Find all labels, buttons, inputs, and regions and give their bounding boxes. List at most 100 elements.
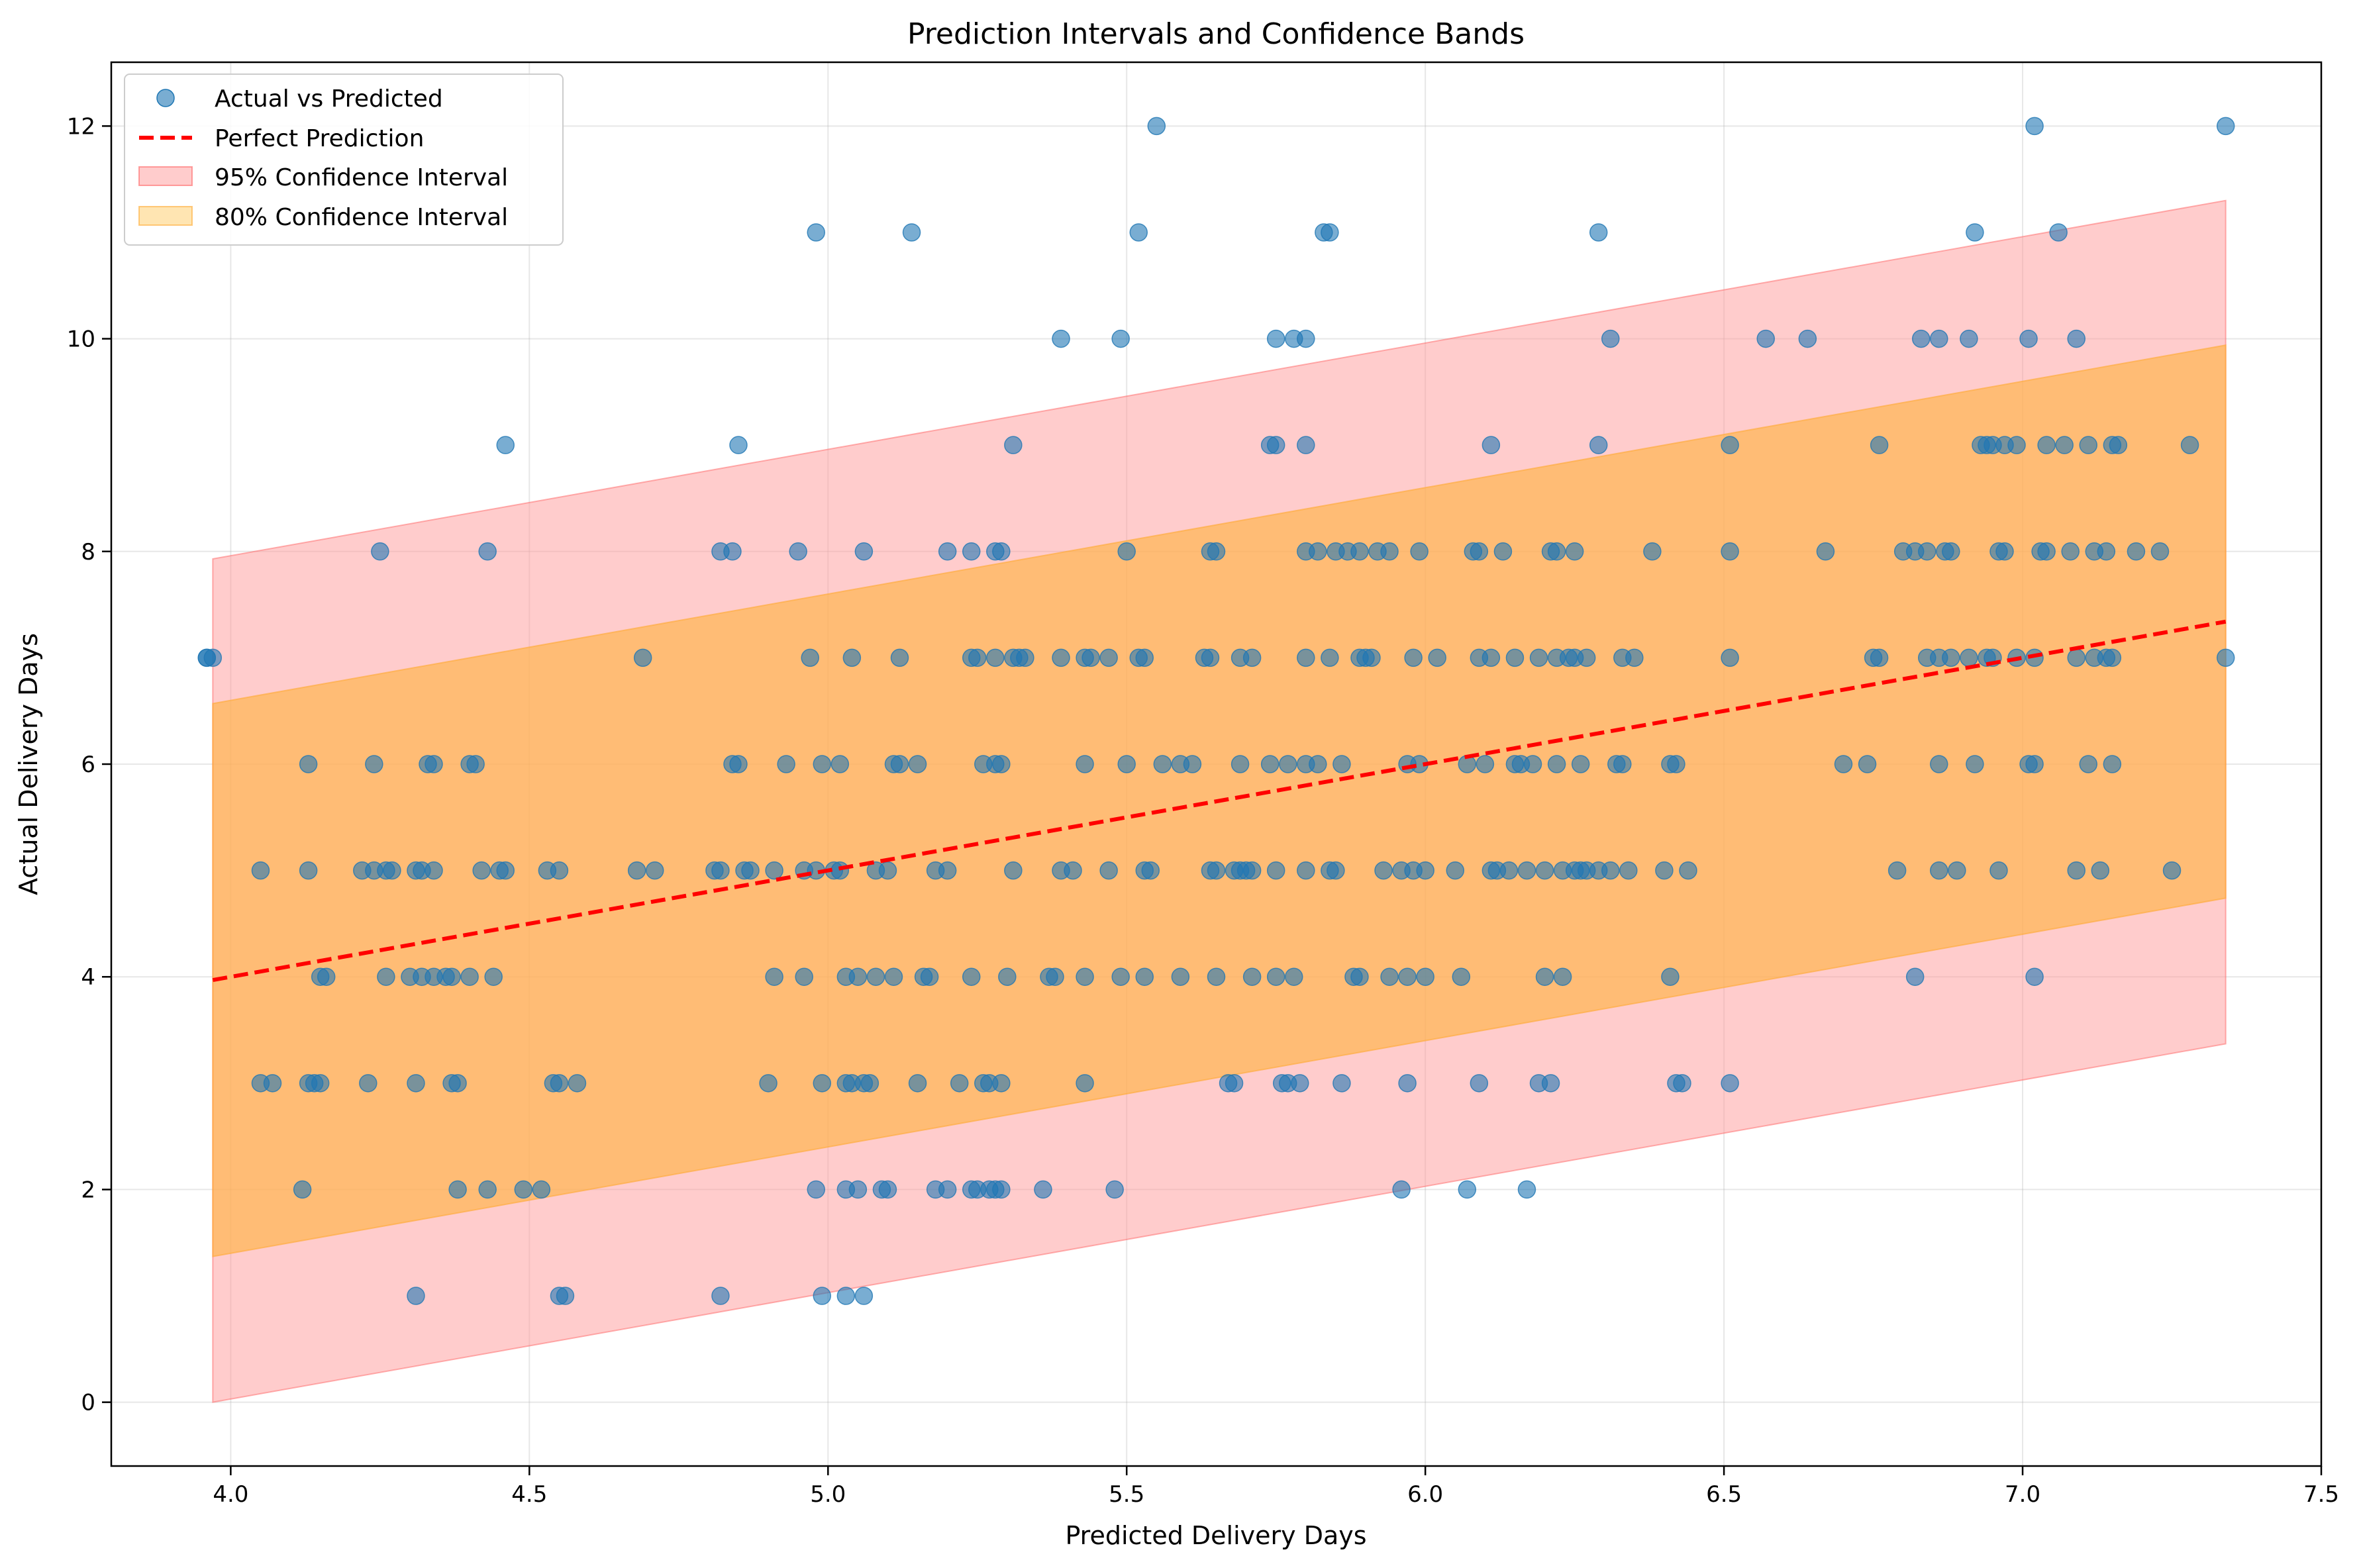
scatter-point-106: [1661, 967, 1680, 986]
scatter-point-334: [1589, 436, 1608, 454]
y-tick-label-3: 6: [81, 752, 95, 778]
scatter-point-93: [1171, 967, 1190, 986]
legend-marker-actual: [156, 89, 175, 107]
scatter-point-226: [2025, 755, 2044, 773]
scatter-point-202: [1231, 755, 1250, 773]
scatter-point-258: [1482, 648, 1501, 667]
scatter-point-302: [1380, 542, 1399, 561]
scatter-point-266: [1625, 648, 1644, 667]
scatter-point-267: [1721, 648, 1739, 667]
scatter-point-13: [532, 1180, 551, 1199]
scatter-point-185: [466, 755, 485, 773]
scatter-point-135: [878, 861, 897, 880]
x-tick-label-7: 7.5: [2303, 1481, 2339, 1508]
scatter-point-300: [1350, 542, 1369, 561]
scatter-point-149: [1242, 861, 1262, 880]
scatter-point-306: [1493, 542, 1513, 561]
scatter-point-193: [908, 755, 927, 773]
axis-ticks: 4.0 4.5 5.0 5.5 6.0 6.5 7.0 7.5 0 2 4 6 8 10 12: [67, 113, 2339, 1508]
y-tick-label-5: 10: [67, 326, 95, 353]
scatter-point-326: [2150, 542, 2170, 561]
scatter-point-83: [884, 967, 903, 986]
scatter-point-243: [1099, 648, 1118, 667]
scatter-point-293: [1117, 542, 1136, 561]
scatter-point-325: [2127, 542, 2146, 561]
legend-label-perfect: Perfect Prediction: [215, 125, 424, 152]
scatter-point-140: [1064, 861, 1082, 880]
perfect-prediction: [212, 619, 2227, 982]
scatter-point-199: [1153, 755, 1172, 773]
scatter-point-59: [1291, 1074, 1309, 1093]
scatter-point-254: [1362, 648, 1381, 667]
scatter-point-196: [992, 755, 1011, 773]
y-tick-label-6: 12: [67, 113, 95, 140]
scatter-point-289: [938, 542, 957, 561]
scatter-point-178: [2091, 861, 2110, 880]
x-tick-label-5: 6.5: [1706, 1481, 1742, 1508]
scatter-point-264: [1577, 648, 1596, 667]
scatter-point-250: [1297, 648, 1315, 667]
scatter-point-363: [1129, 223, 1148, 242]
scatter-point-138: [1004, 861, 1023, 880]
legend: Actual vs Predicted Perfect Prediction 9…: [124, 74, 564, 246]
scatter-point-118: [472, 861, 491, 880]
scatter-point-30: [1517, 1180, 1536, 1199]
scatter-point-355: [1798, 329, 1817, 348]
scatter-point-329: [1004, 436, 1023, 454]
scatter-point-328: [729, 436, 748, 454]
scatter-point-221: [1834, 755, 1853, 773]
scatter-point-295: [1207, 542, 1226, 561]
scatter-point-260: [1529, 648, 1548, 667]
scatter-point-54: [1076, 1074, 1094, 1093]
scatter-point-229: [197, 648, 217, 667]
scatter-point-198: [1117, 755, 1136, 773]
y-tick-label-0: 0: [81, 1390, 95, 1416]
scatter-point-177: [2067, 861, 2085, 880]
scatter-point-192: [890, 755, 909, 773]
scatter-point-69: [317, 967, 336, 986]
scatter-point-240: [1052, 648, 1070, 667]
scatter-point-171: [1655, 861, 1674, 880]
x-axis-label: Predicted Delivery Days: [1065, 1521, 1366, 1550]
scatter-point-94: [1207, 967, 1226, 986]
scatter-point-259: [1505, 648, 1525, 667]
scatter-point-247: [1201, 648, 1220, 667]
scatter-point-286: [723, 542, 742, 561]
scatter-point-85: [920, 967, 939, 986]
scatter-point-86: [962, 967, 981, 986]
scatter-point-346: [2109, 436, 2128, 454]
scatter-point-204: [1278, 755, 1297, 773]
scatter-point-170: [1619, 861, 1638, 880]
scatter-point-255: [1404, 648, 1423, 667]
scatter-point-133: [830, 861, 850, 880]
scatter-point-245: [1135, 648, 1154, 667]
scatter-point-201: [1183, 755, 1202, 773]
scatter-point-169: [1601, 861, 1620, 880]
scatter-point-56: [1225, 1074, 1244, 1093]
scatter-point-190: [830, 755, 850, 773]
scatter-point-311: [1721, 542, 1739, 561]
scatter-point-189: [813, 755, 832, 773]
scatter-point-161: [1499, 861, 1519, 880]
scatter-point-44: [813, 1074, 832, 1093]
scatter-point-60: [1332, 1074, 1351, 1093]
scatter-point-251: [1321, 648, 1339, 667]
scatter-point-14: [807, 1180, 825, 1199]
scatter-point-335: [1721, 436, 1739, 454]
y-tick-label-2: 4: [81, 964, 95, 991]
scatter-point-120: [496, 861, 515, 880]
scatter-point-154: [1374, 861, 1393, 880]
scatter-point-76: [460, 967, 479, 986]
scatter-point-365: [1321, 223, 1339, 242]
scatter-point-2: [407, 1287, 425, 1305]
scatter-point-343: [2055, 436, 2074, 454]
legend-marker-ci80: [138, 206, 193, 226]
scatter-point-282: [2216, 648, 2235, 667]
scatter-point-25: [992, 1180, 1011, 1199]
scatter-point-179: [2162, 861, 2182, 880]
scatter-point-11: [478, 1180, 497, 1199]
scatter-point-249: [1242, 648, 1262, 667]
scatter-point-141: [1099, 861, 1118, 880]
scatter-point-361: [807, 223, 825, 242]
